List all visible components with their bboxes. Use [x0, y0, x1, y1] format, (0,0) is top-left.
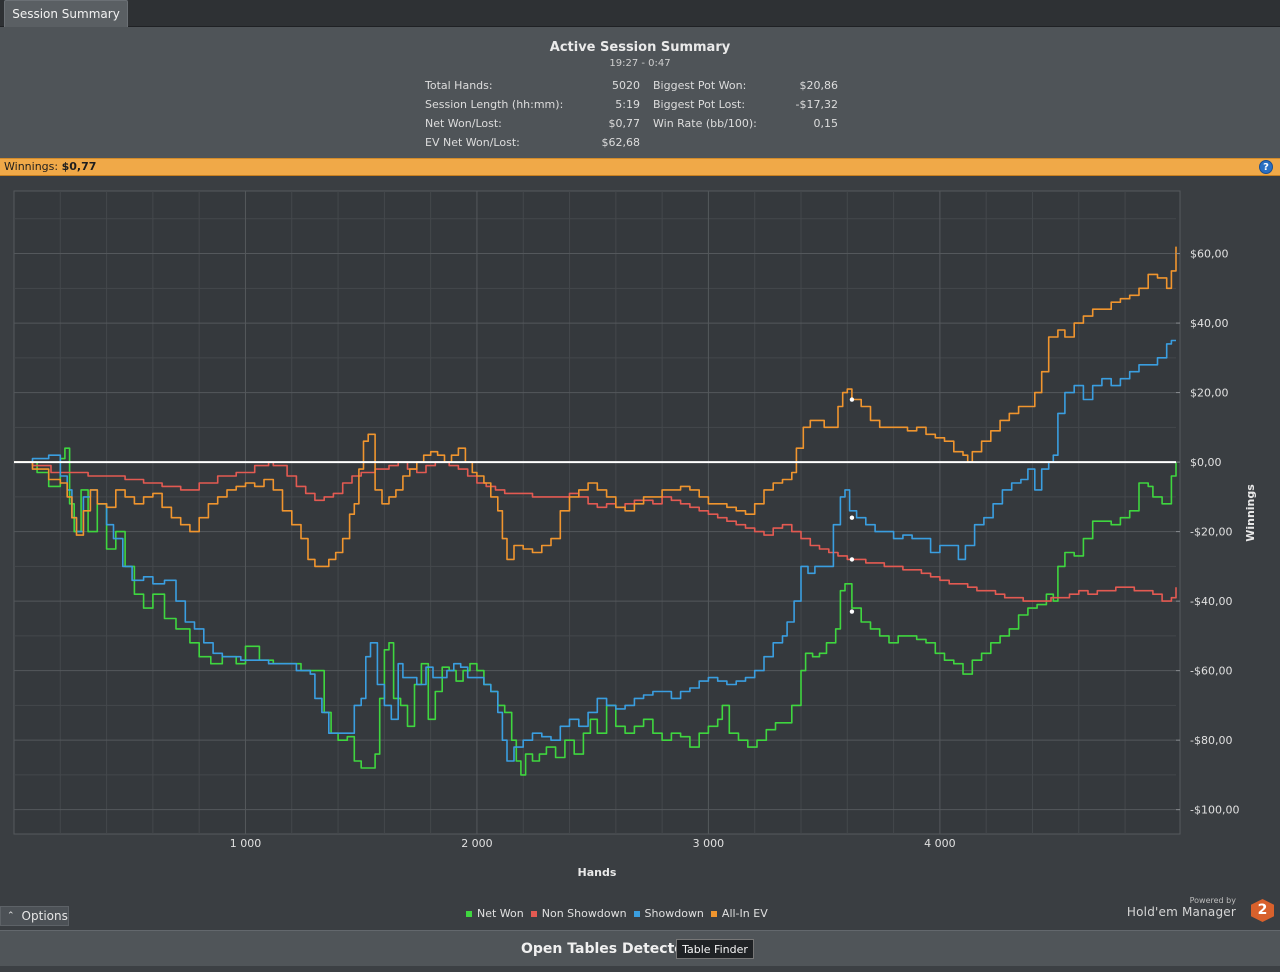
stat-label-ev-net-won: EV Net Won/Lost:: [425, 136, 520, 149]
y-axis-label: Winnings: [1244, 484, 1257, 542]
stat-value-biggest-pot-lost: -$17,32: [795, 98, 838, 111]
series-marker: [849, 397, 855, 402]
winnings-label: Winnings:: [4, 160, 59, 173]
winnings-chart: 1 000 2 000 3 000 4 000 $60,00 $40,00 $20,00 $…: [13, 190, 1257, 879]
legend-swatch-icon: [466, 910, 472, 917]
bottom-strip: [0, 966, 1280, 972]
legend-swatch-icon: [530, 910, 537, 917]
y-tick-label: $60,00: [1190, 248, 1229, 261]
legend-item-net-won[interactable]: Net Won: [466, 907, 524, 920]
y-tick-label: -$20,00: [1190, 526, 1232, 539]
chevron-up-icon: ⌃: [7, 911, 15, 921]
legend-item-non-showdown[interactable]: Non Showdown: [530, 907, 627, 920]
stat-value-biggest-pot-won: $20,86: [799, 79, 839, 92]
legend-label: All-In EV: [721, 907, 768, 920]
legend-item-showdown[interactable]: Showdown: [633, 907, 704, 920]
winnings-value: $0,77: [61, 160, 97, 173]
legend-label: Net Won: [477, 907, 524, 920]
series-line-net-won: [14, 447, 1177, 776]
holdem-manager-logo-icon: 2: [1251, 899, 1274, 922]
options-label: Options: [21, 909, 68, 923]
y-tick-label: -$80,00: [1190, 734, 1232, 747]
plot-area: [13, 190, 1181, 835]
series-marker: [849, 515, 855, 520]
y-tick-label: -$100,00: [1190, 804, 1239, 817]
stat-value-win-rate: 0,15: [813, 117, 839, 130]
series-marker: [849, 609, 855, 614]
bottom-bar: Open Tables Detected Table Finder: [0, 930, 1280, 972]
series-line-showdown: [14, 339, 1176, 762]
powered-by-label: Powered by: [1189, 896, 1236, 905]
table-finder-button[interactable]: Table Finder: [676, 939, 754, 959]
legend-swatch-icon: [710, 910, 717, 917]
winnings-bar: Winnings: $0,77 ?: [0, 158, 1280, 176]
stat-label-win-rate: Win Rate (bb/100):: [653, 117, 757, 130]
stat-value-ev-net-won: $62,68: [601, 136, 641, 149]
series-line-all-in-ev: [14, 246, 1177, 568]
help-icon[interactable]: ?: [1259, 160, 1273, 174]
series-marker: [849, 557, 855, 562]
open-tables-label: Open Tables Detected: [521, 941, 694, 957]
chart-legend: Net Won Non Showdown Showdown All-In EV: [466, 907, 775, 920]
x-tick-label: 4 000: [924, 837, 956, 850]
series-line-non-showdown: [14, 461, 1177, 602]
session-summary-panel: Active Session Summary 19:27 - 0:47 Tota…: [0, 27, 1280, 158]
winnings-chart-panel: 1 000 2 000 3 000 4 000 $60,00 $40,00 $20,00 $…: [0, 176, 1280, 930]
tab-session-summary[interactable]: Session Summary: [4, 0, 128, 27]
x-axis-label: Hands: [578, 866, 617, 879]
y-tick-label: -$60,00: [1190, 665, 1232, 678]
y-tick-label: $20,00: [1190, 387, 1229, 400]
stat-label-biggest-pot-lost: Biggest Pot Lost:: [653, 98, 746, 111]
summary-title: Active Session Summary: [549, 40, 731, 55]
x-tick-label: 2 000: [461, 837, 493, 850]
stat-value-session-length: 5:19: [615, 98, 640, 111]
stat-value-total-hands: 5020: [612, 79, 640, 92]
stat-label-net-won: Net Won/Lost:: [425, 117, 502, 130]
x-tick-label: 3 000: [693, 837, 725, 850]
stat-label-total-hands: Total Hands:: [425, 79, 493, 92]
x-tick-label: 1 000: [230, 837, 262, 850]
tab-bar: Session Summary: [0, 0, 1280, 27]
legend-label: Showdown: [644, 907, 704, 920]
summary-time-range: 19:27 - 0:47: [609, 58, 671, 69]
y-tick-label: $0,00: [1190, 456, 1222, 469]
brand-name: Hold'em Manager: [1126, 905, 1236, 919]
stat-label-session-length: Session Length (hh:mm):: [425, 98, 564, 111]
legend-item-all-in-ev[interactable]: All-In EV: [710, 907, 768, 920]
stat-label-biggest-pot-won: Biggest Pot Won:: [653, 79, 747, 92]
options-button[interactable]: ⌃ Options: [0, 906, 69, 926]
legend-swatch-icon: [633, 910, 640, 917]
y-tick-label: -$40,00: [1190, 595, 1232, 608]
y-tick-label: $40,00: [1190, 317, 1229, 330]
legend-label: Non Showdown: [541, 907, 627, 920]
winnings-summary: Winnings: $0,77: [4, 160, 96, 173]
stat-value-net-won: $0,77: [608, 117, 641, 130]
